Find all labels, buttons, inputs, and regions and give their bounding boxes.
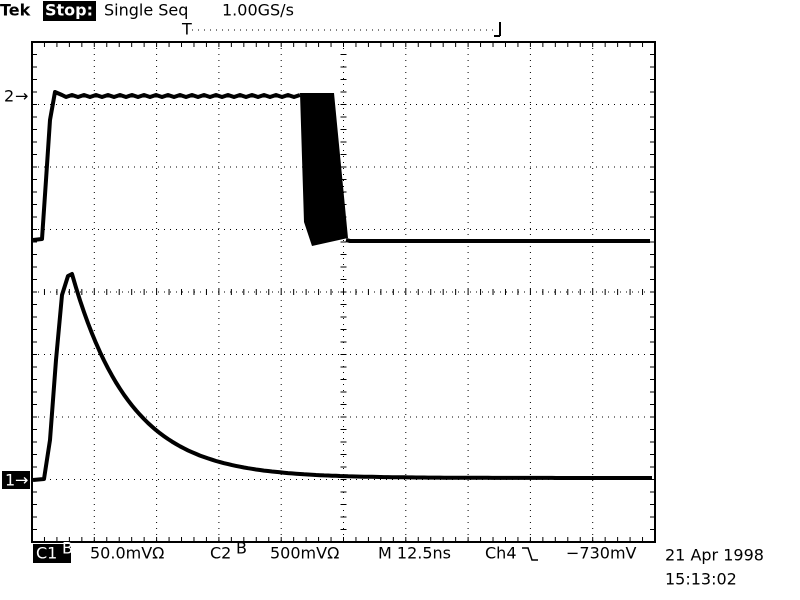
- ch2-bw-icon: B: [236, 539, 247, 558]
- graticule: [31, 41, 656, 543]
- trigger-source: Ch4: [485, 544, 517, 563]
- trigger-marker: T: [181, 20, 192, 39]
- state-box: [43, 1, 96, 21]
- sample-rate: 1.00GS/s: [222, 1, 294, 20]
- timebase: M 12.5ns: [378, 544, 451, 563]
- channel-1-trace: [32, 272, 652, 482]
- acq-mode: Single Seq: [104, 1, 188, 20]
- ch1-bw-icon: B: [62, 539, 73, 558]
- channel-1-marker-box: [2, 471, 30, 489]
- ch1-scale: 50.0mVΩ: [90, 544, 164, 563]
- channel-2-marker: 2: [4, 87, 14, 106]
- channel-1-marker: 1: [5, 471, 15, 490]
- ch2-scale: 500mVΩ: [270, 544, 339, 563]
- ch1-label: C1: [36, 544, 57, 563]
- trigger-level: −730mV: [566, 544, 637, 563]
- brand: Tek: [0, 1, 31, 20]
- channel-2-trace: [32, 90, 650, 243]
- ch2-label: C2: [210, 544, 231, 563]
- channel-2-dense-region: [300, 93, 348, 246]
- time: 15:13:02: [665, 570, 737, 589]
- channel-1-arrow: →: [15, 471, 28, 490]
- ch1-label-box: [33, 544, 71, 563]
- channel-2-arrow: →: [15, 87, 28, 106]
- falling-edge-icon: [522, 547, 538, 561]
- state: Stop:: [45, 1, 93, 20]
- date: 21 Apr 1998: [665, 546, 764, 565]
